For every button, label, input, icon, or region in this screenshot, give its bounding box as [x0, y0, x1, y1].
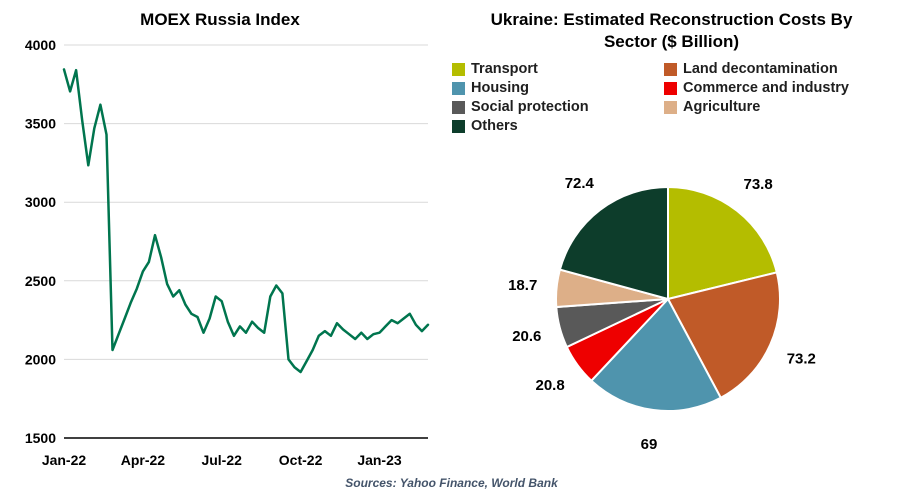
y-tick-label: 4000	[25, 37, 56, 53]
pie-value-label: 18.7	[508, 277, 537, 294]
legend-item: Agriculture	[664, 99, 849, 115]
legend-item: Social protection	[452, 99, 664, 115]
legend-label: Transport	[471, 61, 538, 78]
legend-swatch	[664, 100, 677, 114]
legend-item: Housing	[452, 80, 664, 96]
pie-value-label: 69	[641, 436, 658, 453]
pie-chart-title: Ukraine: Estimated Reconstruction Costs …	[490, 10, 853, 52]
y-tick-label: 2000	[25, 351, 56, 367]
pie-chart-panel: Ukraine: Estimated Reconstruction Costs …	[440, 0, 903, 476]
y-tick-label: 1500	[25, 430, 56, 446]
x-tick-label: Apr-22	[121, 452, 166, 468]
legend-swatch	[452, 62, 465, 76]
pie-value-label: 20.6	[512, 328, 541, 345]
pie-value-label: 73.8	[743, 176, 772, 193]
moex-chart-title: MOEX Russia Index	[140, 10, 300, 29]
legend-item: Others	[452, 118, 664, 134]
legend-label: Others	[471, 118, 518, 135]
pie-chart-svg: 73.8 73.2 69 20.8 20.6 18.7 72.4	[508, 175, 816, 453]
pie-slice	[589, 297, 723, 413]
moex-index-line	[62, 68, 430, 374]
pie-slice	[667, 186, 779, 301]
legend-label: Commerce and industry	[683, 80, 849, 97]
x-tick-label: Jan-22	[42, 452, 87, 468]
source-note: Sources: Yahoo Finance, World Bank	[345, 476, 558, 490]
y-tick-label: 3500	[25, 116, 56, 132]
legend-item: Transport	[452, 61, 664, 77]
pie-value-label: 73.2	[787, 351, 816, 368]
pie-slice	[666, 271, 782, 400]
x-tick-label: Jan-23	[357, 452, 402, 468]
pie-legend: Transport Land decontamination Housing Comm…	[440, 61, 903, 134]
moex-chart-panel: MOEX Russia Index 1500 2000 2500 3000 3500 40…	[0, 0, 440, 476]
legend-label: Land decontamination	[683, 61, 838, 78]
legend-item: Commerce and industry	[664, 80, 849, 96]
charts-row: MOEX Russia Index 1500 2000 2500 3000 3500 40…	[0, 0, 903, 476]
x-tick-label: Jul-22	[201, 452, 242, 468]
pie-slice	[558, 186, 669, 301]
legend-label: Housing	[471, 80, 529, 97]
y-tick-label: 3000	[25, 194, 56, 210]
legend-item: Land decontamination	[664, 61, 849, 77]
pie-value-label: 20.8	[535, 377, 564, 394]
legend-swatch	[452, 119, 465, 133]
legend-swatch	[664, 62, 677, 76]
pie-value-label: 72.4	[565, 175, 595, 192]
legend-label: Agriculture	[683, 99, 761, 116]
legend-swatch	[664, 81, 677, 95]
y-tick-label: 2500	[25, 273, 56, 289]
legend-swatch	[452, 100, 465, 114]
x-tick-label: Oct-22	[279, 452, 323, 468]
legend-swatch	[452, 81, 465, 95]
legend-label: Social protection	[471, 99, 589, 116]
moex-line-chart-svg: 1500 2000 2500 3000 3500 4000 Jan-22 Apr-22 Jul-…	[25, 37, 430, 468]
